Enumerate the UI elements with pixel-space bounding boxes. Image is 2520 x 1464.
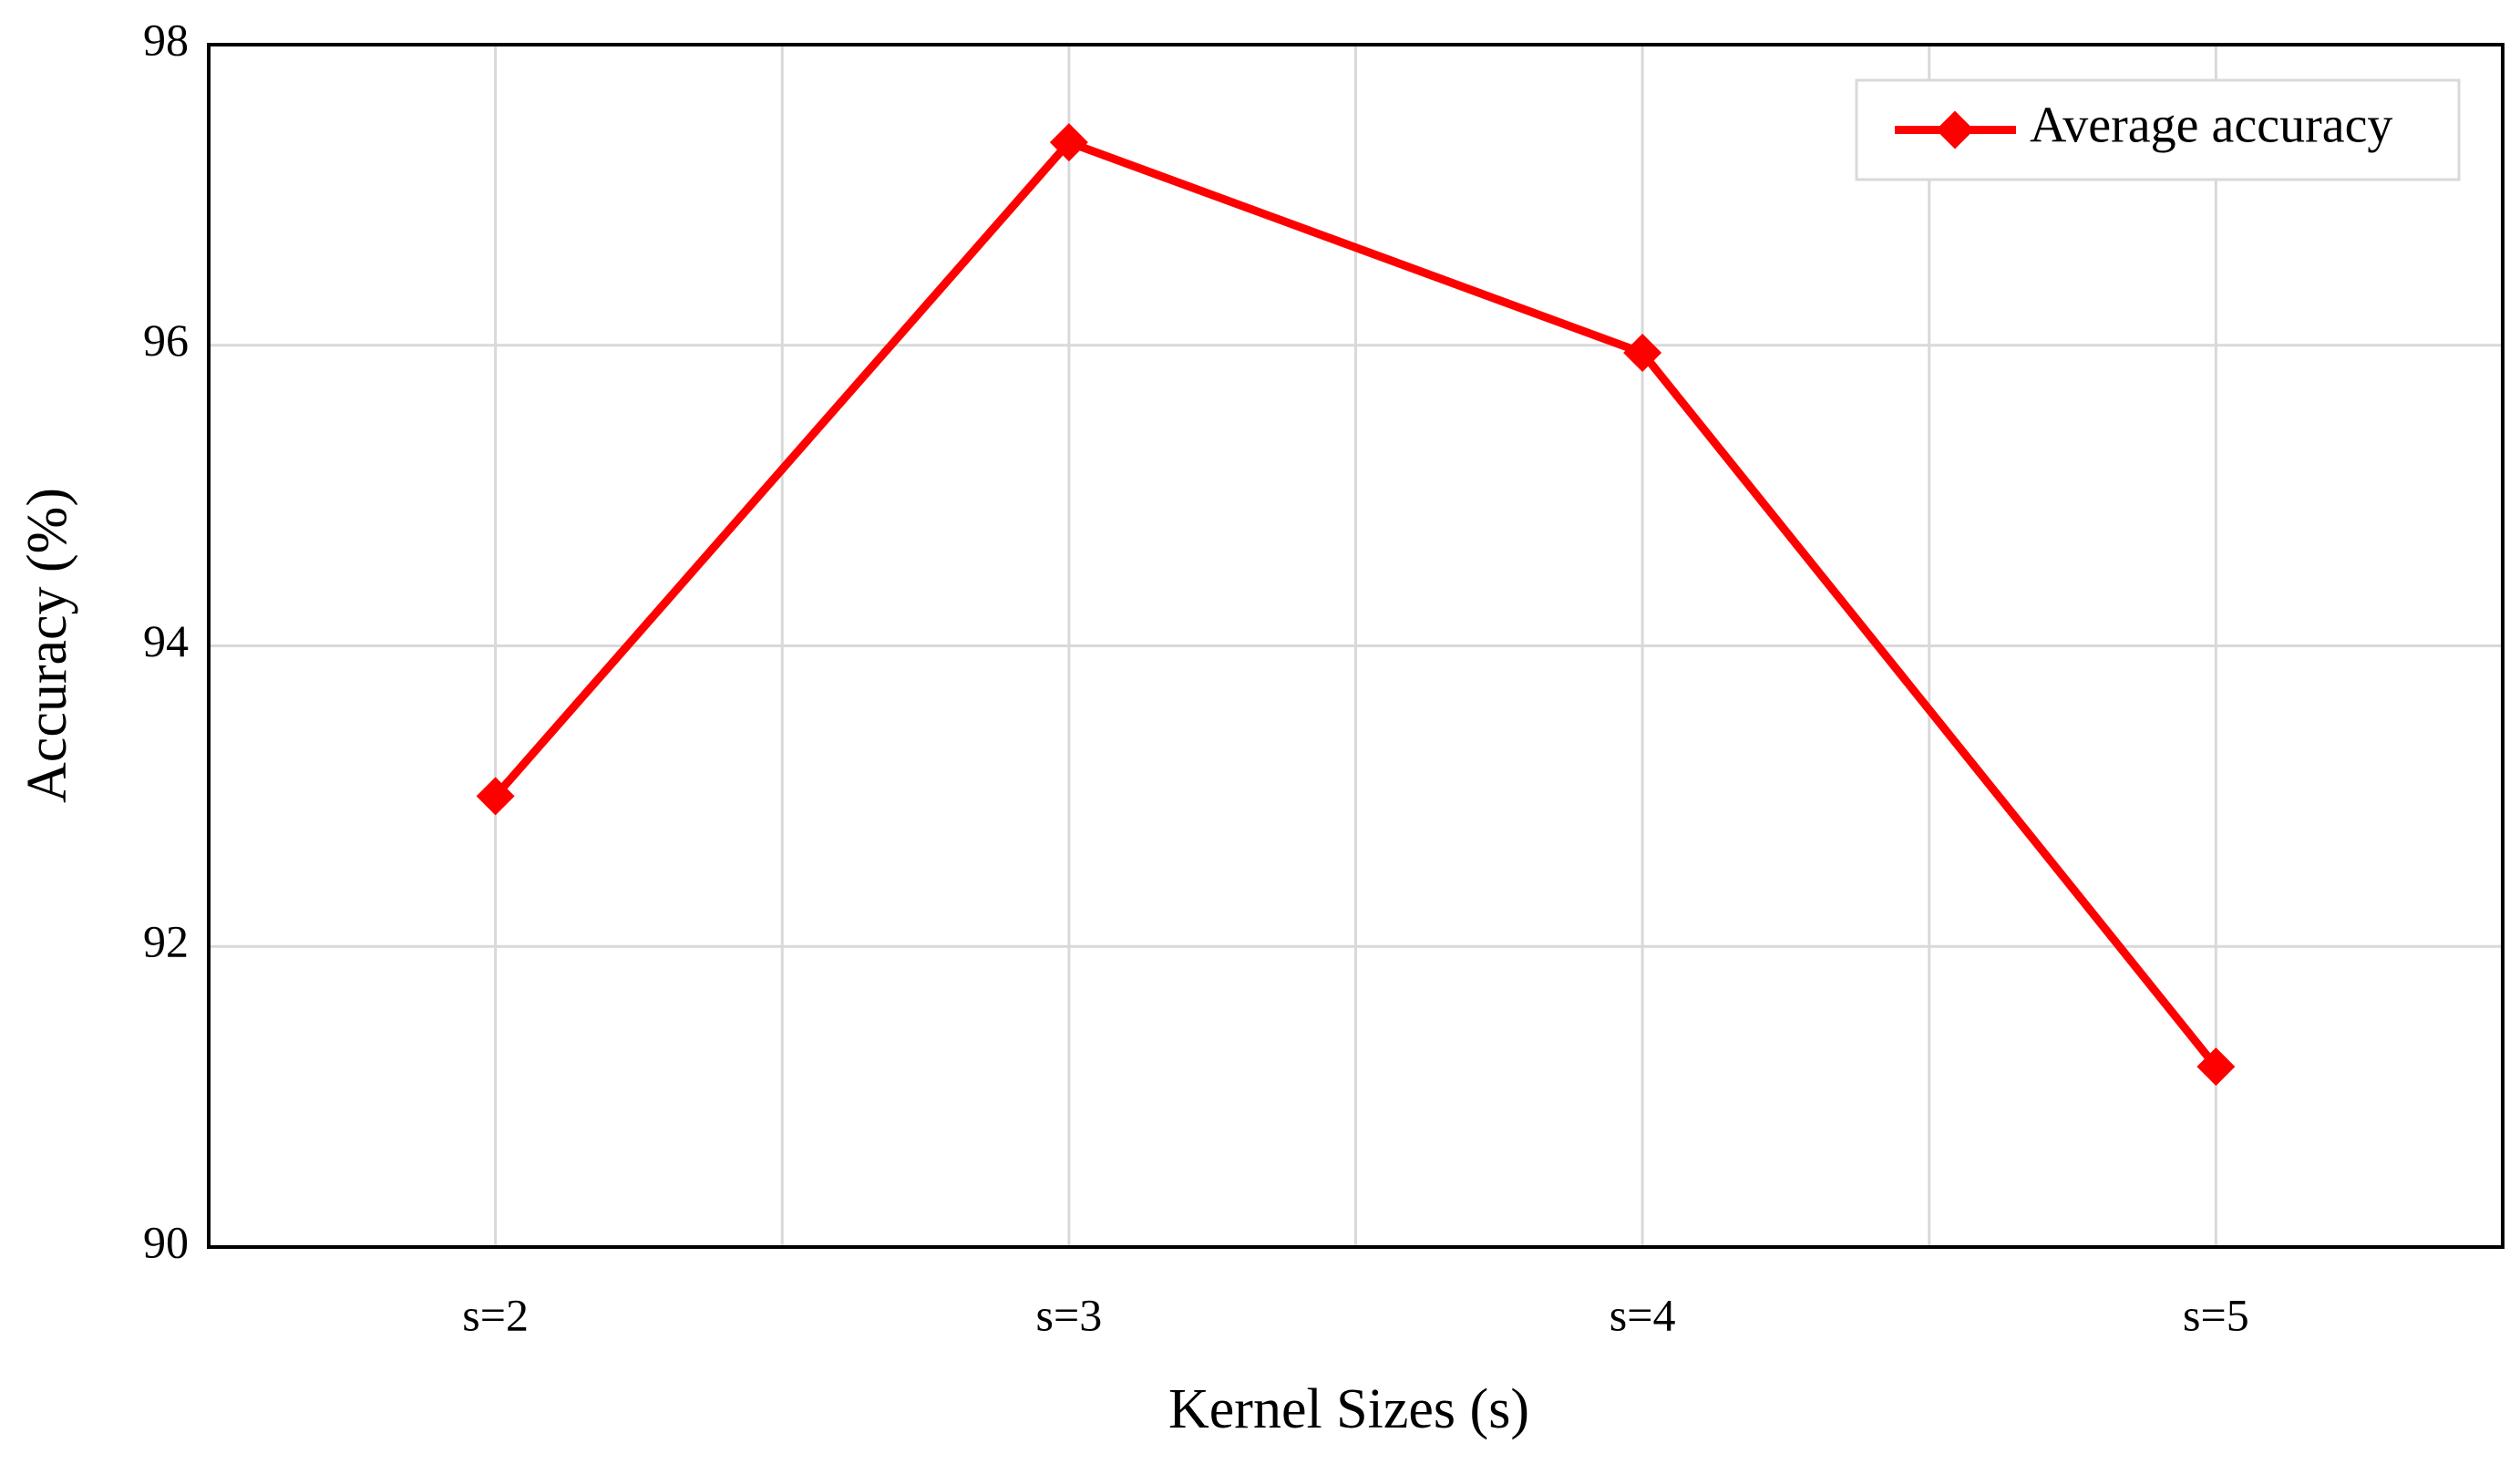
y-tick-label: 92 [143,916,189,967]
legend-marker [1936,110,1974,149]
x-tick-label: s=4 [1610,1289,1676,1340]
y-tick-label: 90 [143,1216,189,1267]
legend-label: Average accuracy [2030,97,2392,153]
point-marker [1049,123,1088,162]
x-axis-label: Kernel Sizes (s) [1168,1378,1529,1440]
point-marker [476,777,515,816]
y-tick-label: 96 [143,314,189,366]
point-marker [2196,1047,2236,1087]
plot-frame [207,43,2505,1249]
y-axis-label: Accuracy (%) [16,488,78,803]
x-tick-label: s=3 [1036,1289,1103,1340]
x-tick-label: s=5 [2183,1289,2249,1340]
point-marker [1623,333,1662,372]
y-tick-label: 98 [143,14,189,65]
y-tick-label: 94 [143,615,189,666]
series-line [492,138,2219,1069]
x-tick-label: s=2 [462,1289,529,1340]
